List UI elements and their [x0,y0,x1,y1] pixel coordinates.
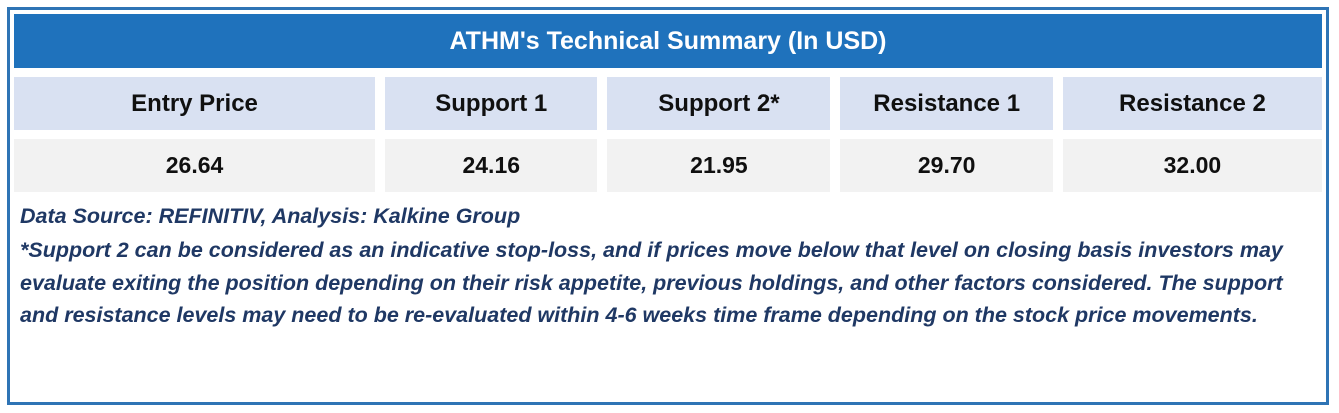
column-header-entry-price: Entry Price [14,77,376,130]
column-header-resistance-2: Resistance 2 [1062,77,1322,130]
value-support-2: 21.95 [607,139,831,192]
value-resistance-2: 32.00 [1062,139,1322,192]
table-title: ATHM's Technical Summary (In USD) [14,14,1322,68]
technical-summary-card: ATHM's Technical Summary (In USD) Entry … [7,7,1329,405]
value-entry-price: 26.64 [14,139,376,192]
footnotes: Data Source: REFINITIV, Analysis: Kalkin… [20,200,1316,331]
column-header-support-1: Support 1 [385,77,598,130]
disclaimer-note: *Support 2 can be considered as an indic… [20,238,1283,327]
column-header-resistance-1: Resistance 1 [840,77,1053,130]
value-resistance-1: 29.70 [840,139,1053,192]
value-support-1: 24.16 [385,139,598,192]
table-value-row: 26.64 24.16 21.95 29.70 32.00 [14,139,1322,192]
data-source-note: Data Source: REFINITIV, Analysis: Kalkin… [20,204,521,228]
column-header-support-2: Support 2* [607,77,831,130]
table-header-row: Entry Price Support 1 Support 2* Resista… [14,77,1322,130]
